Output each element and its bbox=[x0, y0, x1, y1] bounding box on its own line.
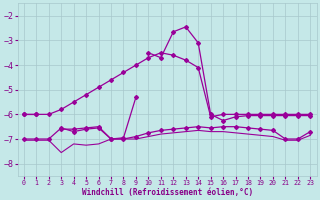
X-axis label: Windchill (Refroidissement éolien,°C): Windchill (Refroidissement éolien,°C) bbox=[82, 188, 253, 197]
